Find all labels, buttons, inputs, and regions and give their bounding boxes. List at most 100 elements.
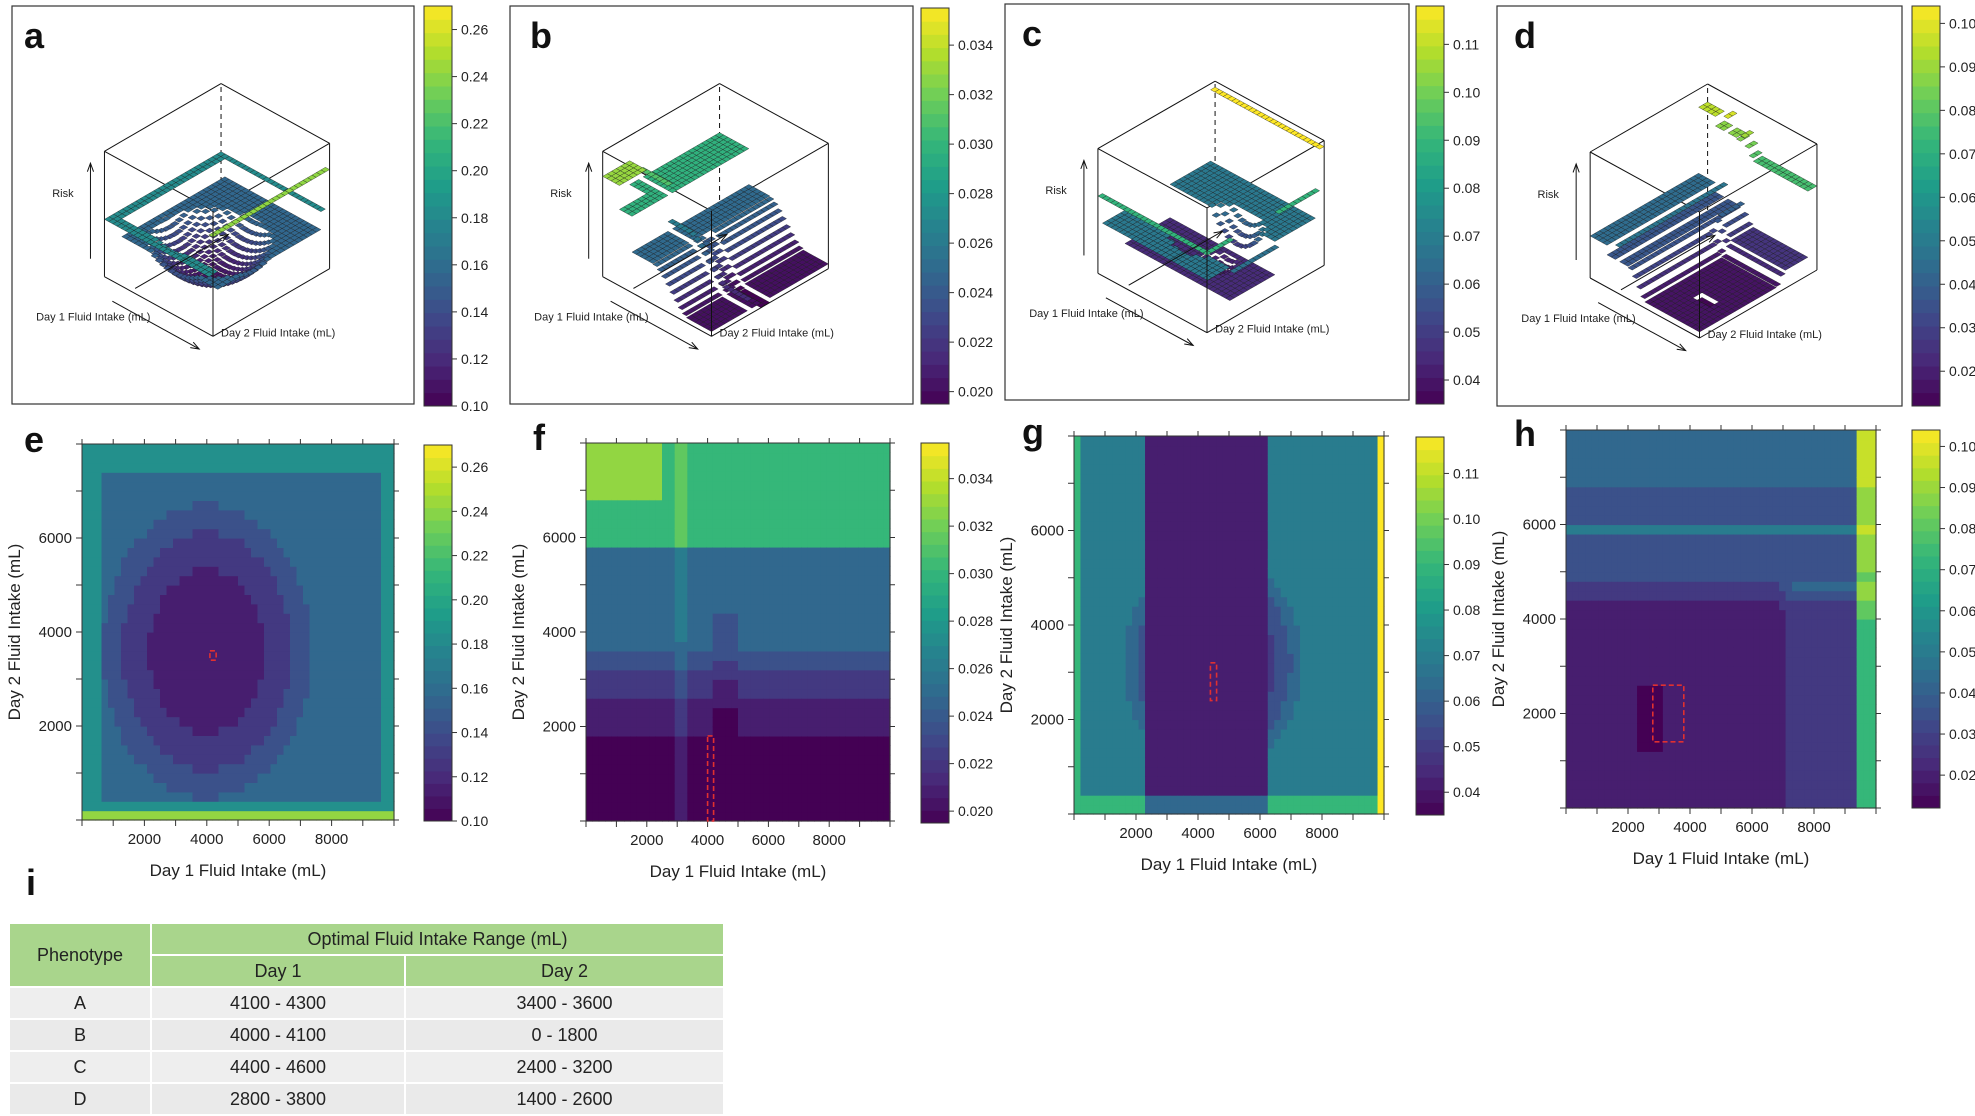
- heatmap-cell: [297, 472, 304, 482]
- heatmap-cell: [323, 651, 330, 661]
- colorbar-swatch: [424, 771, 452, 784]
- heatmap-cell: [342, 811, 349, 821]
- heatmap-cell: [154, 510, 161, 520]
- heatmap-cell: [310, 679, 317, 689]
- heatmap-cell: [284, 792, 291, 802]
- heatmap-cell: [342, 745, 349, 755]
- heatmap-cell: [154, 641, 161, 651]
- colorbar-swatch: [1416, 298, 1444, 312]
- heatmap-cell: [193, 482, 200, 492]
- heatmap-cell: [316, 754, 323, 764]
- heatmap-cell: [141, 754, 148, 764]
- heatmap-cell: [154, 660, 161, 670]
- heatmap-cell: [277, 594, 284, 604]
- heatmap-cell: [199, 811, 206, 821]
- heatmap-cell: [362, 688, 369, 698]
- heatmap-cell: [342, 773, 349, 783]
- heatmap-cell: [355, 463, 362, 473]
- heatmap-cell: [284, 660, 291, 670]
- heatmap-cell: [199, 651, 206, 661]
- heatmap-cell: [323, 764, 330, 774]
- heatmap-cell: [349, 613, 356, 623]
- heatmap-cell: [264, 547, 271, 557]
- heatmap-cell: [355, 632, 362, 642]
- colorbar-tick-label: 0.05: [1453, 324, 1480, 340]
- heatmap-cell: [102, 604, 109, 614]
- heatmap-cell: [180, 679, 187, 689]
- heatmap-cell: [303, 566, 310, 576]
- heatmap-cell: [219, 735, 226, 745]
- heatmap-cell: [290, 745, 297, 755]
- heatmap-cell: [290, 529, 297, 539]
- heatmap-cell: [173, 764, 180, 774]
- heatmap-cell: [121, 745, 128, 755]
- heatmap-cell: [381, 463, 388, 473]
- heatmap-cell: [355, 754, 362, 764]
- heatmap-cell: [147, 792, 154, 802]
- heatmap-cell: [342, 491, 349, 501]
- heatmap-cell: [95, 500, 102, 510]
- heatmap-cell: [284, 538, 291, 548]
- heatmap-cell: [186, 463, 193, 473]
- heatmap-cell: [349, 745, 356, 755]
- heatmap-cell: [225, 604, 232, 614]
- heatmap-cell: [323, 688, 330, 698]
- heatmap-cell: [355, 679, 362, 689]
- heatmap-cell: [381, 472, 388, 482]
- heatmap-cell: [212, 773, 219, 783]
- colorbar-tick-label: 0.05: [1949, 233, 1975, 249]
- heatmap-cell: [115, 782, 122, 792]
- colorbar-swatch: [1912, 326, 1940, 340]
- heatmap-cell: [342, 500, 349, 510]
- heatmap-cell: [128, 679, 135, 689]
- heatmap-cell: [82, 651, 89, 661]
- heatmap-cell: [342, 632, 349, 642]
- heatmap-cell: [134, 754, 141, 764]
- colorbar-swatch: [921, 272, 949, 286]
- heatmap-cell: [355, 623, 362, 633]
- heatmap-cell: [290, 717, 297, 727]
- colorbar-swatch: [1416, 46, 1444, 60]
- heatmap-cell: [206, 500, 213, 510]
- heatmap-cell: [349, 811, 356, 821]
- heatmap-cell: [160, 735, 167, 745]
- colorbar-tick-label: 0.06: [1453, 276, 1480, 292]
- heatmap-cell: [362, 500, 369, 510]
- heatmap-cell: [134, 764, 141, 774]
- heatmap-cell: [368, 594, 375, 604]
- heatmap-cell: [95, 811, 102, 821]
- heatmap-cell: [251, 613, 258, 623]
- heatmap-cell: [271, 679, 278, 689]
- heatmap-cell: [258, 707, 265, 717]
- heatmap-cell: [154, 557, 161, 567]
- heatmap-cell: [375, 510, 382, 520]
- heatmap-cell: [154, 811, 161, 821]
- heatmap-cell: [115, 453, 122, 463]
- heatmap-cell: [355, 472, 362, 482]
- heatmap-cell: [167, 529, 174, 539]
- heatmap-cell: [206, 670, 213, 680]
- heatmap-cell: [147, 679, 154, 689]
- heatmap-cell: [219, 688, 226, 698]
- heatmap-cell: [258, 557, 265, 567]
- heatmap-cell: [349, 679, 356, 689]
- heatmap-cell: [193, 623, 200, 633]
- heatmap-cell: [141, 482, 148, 492]
- heatmap-cell: [316, 670, 323, 680]
- heatmap-cell: [368, 688, 375, 698]
- heatmap-cell: [180, 594, 187, 604]
- heatmap-cell: [160, 811, 167, 821]
- heatmap-cell: [303, 792, 310, 802]
- heatmap-cell: [154, 801, 161, 811]
- heatmap-cell: [258, 500, 265, 510]
- heatmap-cell: [238, 641, 245, 651]
- heatmap-cell: [323, 670, 330, 680]
- colorbar-swatch: [921, 364, 949, 378]
- heatmap-cell: [154, 491, 161, 501]
- colorbar-swatch: [1912, 379, 1940, 393]
- heatmap-cell: [271, 472, 278, 482]
- heatmap-cell: [271, 632, 278, 642]
- heatmap-cell: [186, 811, 193, 821]
- heatmap-cell: [316, 444, 323, 454]
- colorbar-swatch: [921, 74, 949, 88]
